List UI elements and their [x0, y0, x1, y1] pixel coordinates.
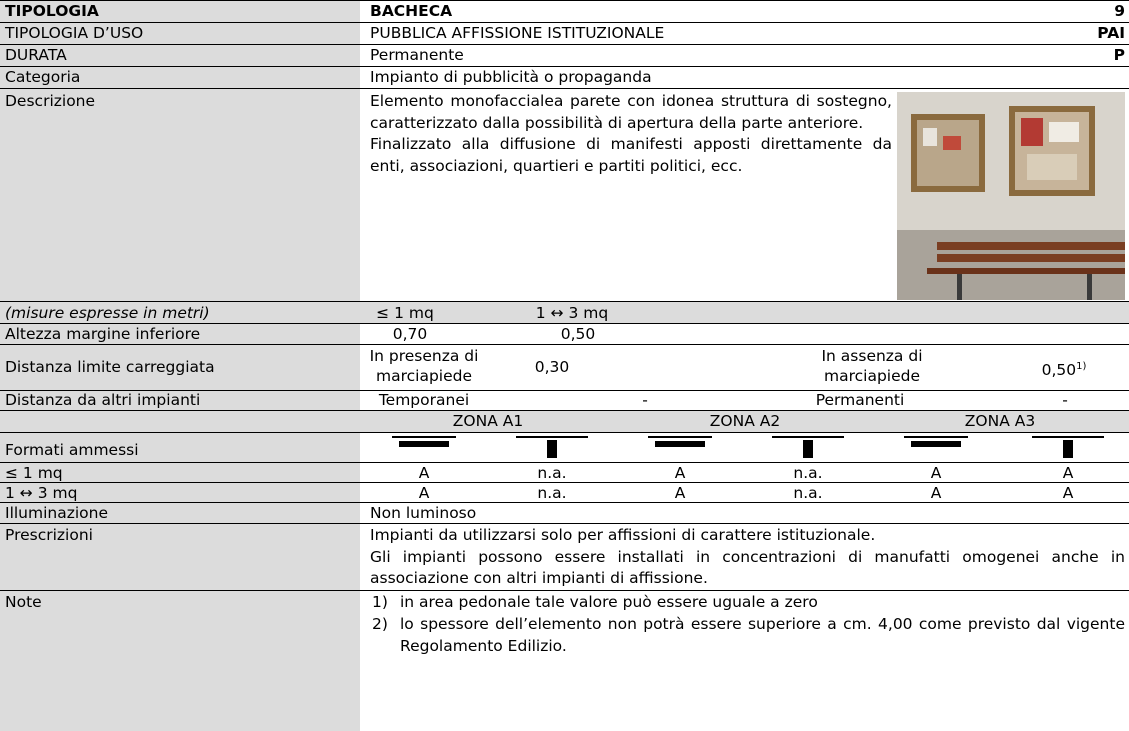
- format-icon-part: [904, 436, 968, 438]
- format-icon-part: [547, 440, 557, 458]
- row-label: Distanza limite carreggiata: [5, 358, 215, 376]
- row-value: Impianto di pubblicità o propaganda: [370, 68, 652, 86]
- row-rule: [0, 482, 1129, 483]
- row-rule: [0, 88, 1129, 89]
- cell-value: n.a.: [537, 464, 567, 482]
- row-label: Categoria: [5, 68, 81, 86]
- cell-value: A: [674, 484, 686, 502]
- format-icon-part: [911, 441, 961, 447]
- cell-value: n.a.: [793, 464, 823, 482]
- row-label: TIPOLOGIA D’USO: [5, 24, 144, 42]
- row-label: Distanza da altri impianti: [5, 391, 201, 409]
- row-rule: [0, 523, 1129, 524]
- paragraph: Elemento monofaccialea parete con idonea…: [370, 92, 892, 132]
- photo: [897, 92, 1125, 300]
- cell-value: A: [1062, 464, 1074, 482]
- format-icons: [392, 436, 1104, 458]
- format-icon-part: [803, 440, 813, 458]
- cell-value: Permanenti: [815, 391, 905, 409]
- row-value: Non luminoso: [370, 504, 477, 522]
- zone-header: ZONA A2: [709, 412, 781, 430]
- row-label: Descrizione: [5, 92, 96, 110]
- zones-band: [360, 411, 1129, 432]
- cell-value: A: [1062, 484, 1074, 502]
- row-rule: [0, 432, 1129, 433]
- row-label: (misure espresse in metri): [5, 304, 210, 322]
- row-label: 1 ↔ 3 mq: [5, 484, 78, 502]
- paragraph: Finalizzato alla diffusione di manifesti…: [370, 135, 892, 175]
- row-value: Permanente: [370, 46, 464, 64]
- format-icon-part: [399, 441, 449, 447]
- cell-value: A: [674, 464, 686, 482]
- cell-value: In presenza di marciapiede: [369, 347, 479, 385]
- row-label: TIPOLOGIA: [5, 2, 99, 20]
- label-column: [0, 0, 360, 731]
- cell-value: -: [1062, 391, 1068, 409]
- format-icon-part: [516, 436, 588, 438]
- format-icon-part: [392, 436, 456, 438]
- row-label: Altezza margine inferiore: [5, 325, 201, 343]
- description-text: Elemento monofaccialea parete con idonea…: [370, 91, 892, 177]
- row-label: Prescrizioni: [5, 526, 93, 544]
- cell-value: n.a.: [793, 484, 823, 502]
- row-code: P: [1113, 46, 1125, 64]
- row-label: Illuminazione: [5, 504, 109, 522]
- row-rule: [0, 502, 1129, 503]
- prescriptions-text: Impianti da utilizzarsi solo per affissi…: [370, 525, 1125, 590]
- row-label: Note: [5, 593, 42, 611]
- row-rule: [0, 301, 1129, 302]
- row-code: 9: [1114, 2, 1125, 20]
- zone-header: ZONA A3: [964, 412, 1036, 430]
- cell-value: Temporanei: [378, 391, 470, 409]
- footnote-ref: 1): [1076, 361, 1087, 372]
- size-label: ≤ 1 mq: [376, 304, 434, 322]
- cell-value: 0,50: [560, 325, 596, 343]
- zone-header: ZONA A1: [452, 412, 524, 430]
- row-rule: [0, 344, 1129, 345]
- row-value: PUBBLICA AFFISSIONE ISTITUZIONALE: [370, 24, 665, 42]
- row-rule: [0, 590, 1129, 591]
- note-text: lo spessore dell’elemento non potrà esse…: [400, 615, 1125, 655]
- row-rule: [0, 390, 1129, 391]
- format-icon-part: [1032, 436, 1104, 438]
- cell-value: A: [930, 484, 942, 502]
- format-icon-part: [648, 436, 712, 438]
- cell-value: In assenza di marciapiede: [821, 347, 923, 385]
- row-code: PAI: [1097, 24, 1125, 42]
- cell-value: A: [418, 484, 430, 502]
- format-icon-part: [772, 436, 844, 438]
- row-rule: [0, 66, 1129, 67]
- note-number: 1): [372, 593, 388, 611]
- row-label: ≤ 1 mq: [5, 464, 63, 482]
- row-value: BACHECA: [370, 2, 453, 20]
- row-rule: [0, 0, 1129, 1]
- cell-value: 0,70: [392, 325, 428, 343]
- row-rule: [0, 44, 1129, 45]
- cell-value: A: [418, 464, 430, 482]
- row-rule: [0, 323, 1129, 324]
- format-icon-part: [1063, 440, 1073, 458]
- row-rule: [0, 410, 1129, 411]
- row-label: Formati ammessi: [5, 441, 139, 459]
- note-number: 2): [372, 615, 388, 633]
- size-label: 1 ↔ 3 mq: [535, 304, 609, 322]
- format-icon-part: [655, 441, 705, 447]
- cell-value: A: [930, 464, 942, 482]
- cell-value: -: [642, 391, 648, 409]
- paragraph: Gli impianti possono essere installati i…: [370, 547, 1125, 588]
- cell-value: 0,501): [1041, 361, 1087, 380]
- paragraph: Impianti da utilizzarsi solo per affissi…: [370, 526, 876, 544]
- row-label: DURATA: [5, 46, 67, 64]
- cell-value: n.a.: [537, 484, 567, 502]
- cell-value: 0,30: [534, 358, 570, 376]
- note-text: in area pedonale tale valore può essere …: [400, 593, 818, 611]
- measures-band: [360, 302, 1129, 323]
- row-rule: [0, 22, 1129, 23]
- row-rule: [0, 462, 1129, 463]
